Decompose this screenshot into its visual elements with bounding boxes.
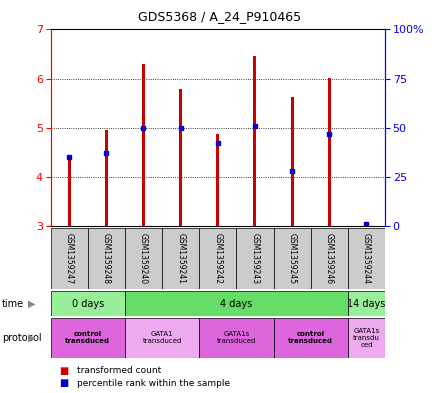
Text: control
transduced: control transduced xyxy=(65,331,110,345)
FancyBboxPatch shape xyxy=(51,228,88,289)
Text: ■: ■ xyxy=(59,365,69,376)
FancyBboxPatch shape xyxy=(348,318,385,358)
Text: ■: ■ xyxy=(59,378,69,388)
Bar xyxy=(365,224,368,226)
Bar xyxy=(253,57,257,226)
Text: GSM1359244: GSM1359244 xyxy=(362,233,371,284)
Text: time: time xyxy=(2,299,24,309)
FancyBboxPatch shape xyxy=(348,228,385,289)
FancyBboxPatch shape xyxy=(311,228,348,289)
FancyBboxPatch shape xyxy=(125,318,199,358)
Text: 14 days: 14 days xyxy=(347,299,385,309)
FancyBboxPatch shape xyxy=(236,228,274,289)
Text: 4 days: 4 days xyxy=(220,299,253,309)
Bar xyxy=(216,134,219,226)
Text: transformed count: transformed count xyxy=(77,366,161,375)
Bar xyxy=(68,160,71,226)
Text: control
transduced: control transduced xyxy=(288,331,333,345)
Bar xyxy=(328,78,331,226)
Bar xyxy=(142,64,145,226)
Bar xyxy=(291,97,293,226)
Text: GATA1
transduced: GATA1 transduced xyxy=(143,331,182,345)
Text: GSM1359241: GSM1359241 xyxy=(176,233,185,284)
Text: ▶: ▶ xyxy=(28,333,35,343)
Text: GSM1359245: GSM1359245 xyxy=(288,233,297,284)
FancyBboxPatch shape xyxy=(274,228,311,289)
Text: GSM1359242: GSM1359242 xyxy=(213,233,222,284)
FancyBboxPatch shape xyxy=(125,228,162,289)
FancyBboxPatch shape xyxy=(199,228,236,289)
FancyBboxPatch shape xyxy=(274,318,348,358)
FancyBboxPatch shape xyxy=(51,291,125,316)
Text: GATA1s
transduced: GATA1s transduced xyxy=(216,331,256,345)
Text: GDS5368 / A_24_P910465: GDS5368 / A_24_P910465 xyxy=(139,10,301,23)
FancyBboxPatch shape xyxy=(199,318,274,358)
Text: 0 days: 0 days xyxy=(72,299,104,309)
Text: GSM1359240: GSM1359240 xyxy=(139,233,148,284)
Bar xyxy=(179,89,182,226)
Text: ▶: ▶ xyxy=(28,299,35,309)
FancyBboxPatch shape xyxy=(162,228,199,289)
Text: percentile rank within the sample: percentile rank within the sample xyxy=(77,379,230,387)
Text: GATA1s
transdu
ced: GATA1s transdu ced xyxy=(353,328,380,348)
Text: GSM1359248: GSM1359248 xyxy=(102,233,111,284)
Text: GSM1359243: GSM1359243 xyxy=(250,233,260,284)
Text: GSM1359246: GSM1359246 xyxy=(325,233,334,284)
Bar xyxy=(105,130,108,226)
FancyBboxPatch shape xyxy=(51,318,125,358)
Text: protocol: protocol xyxy=(2,333,42,343)
FancyBboxPatch shape xyxy=(88,228,125,289)
FancyBboxPatch shape xyxy=(125,291,348,316)
FancyBboxPatch shape xyxy=(348,291,385,316)
Text: GSM1359247: GSM1359247 xyxy=(65,233,73,284)
